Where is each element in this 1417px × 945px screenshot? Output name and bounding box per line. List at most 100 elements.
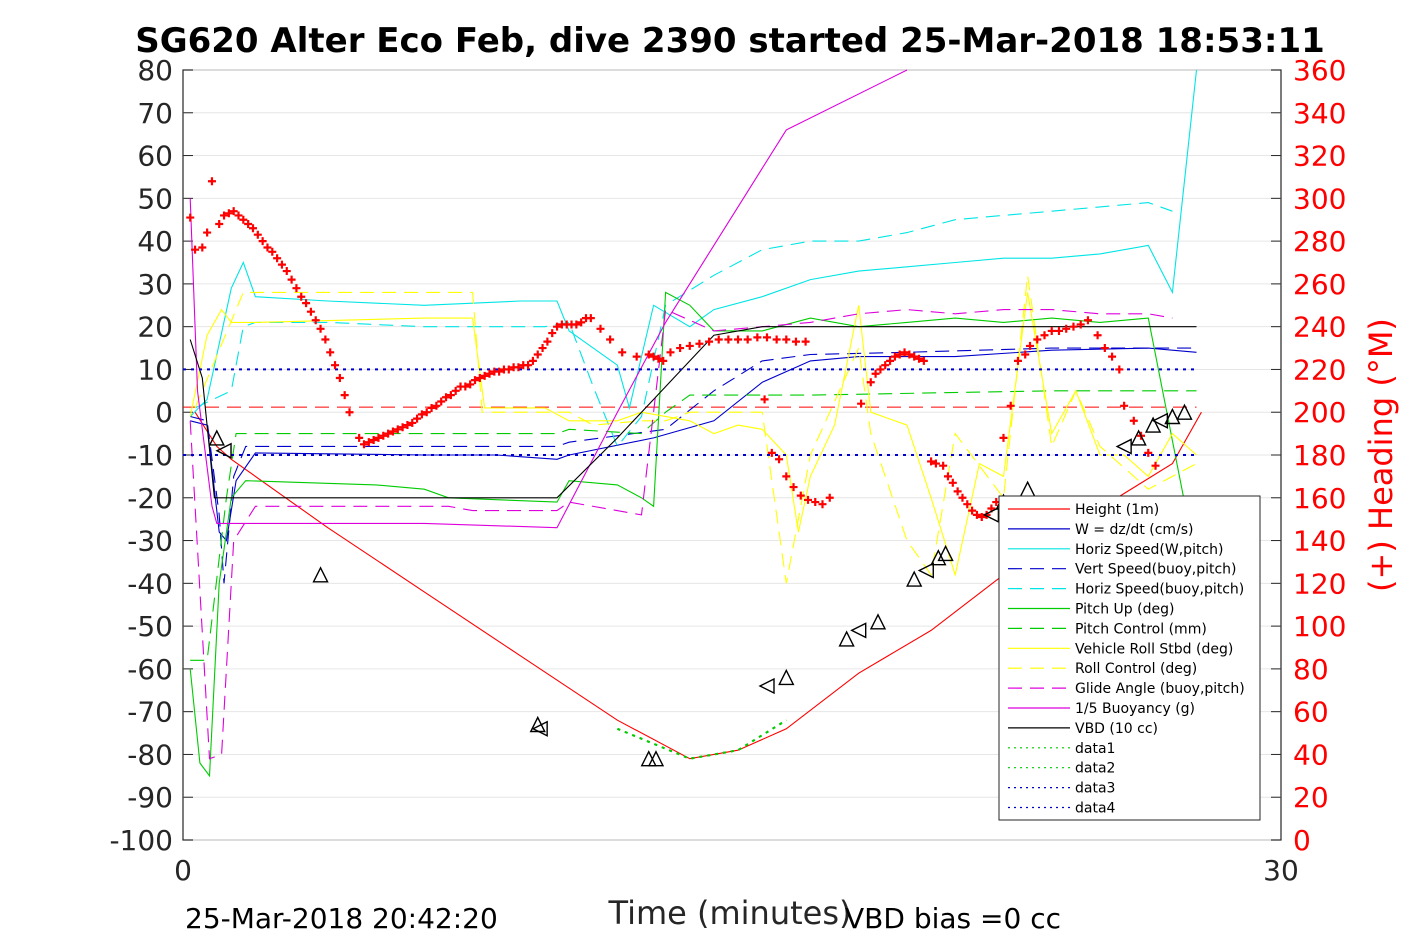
heading-point: [772, 335, 781, 344]
heading-point: [782, 472, 791, 481]
heading-point: [229, 207, 238, 216]
heading-point: [234, 211, 243, 220]
heading-point: [963, 500, 972, 509]
series-line-horiz-speed-buoy-pitch: [194, 202, 1173, 448]
y-tick-label: -40: [127, 567, 173, 600]
heading-point: [388, 427, 397, 436]
dive-marker: [215, 442, 232, 459]
heading-point: [273, 254, 282, 263]
y-right-tick-label: 40: [1293, 738, 1329, 771]
heading-point: [198, 243, 207, 252]
legend-label: data3: [1075, 781, 1115, 797]
heading-point: [685, 341, 694, 350]
y-tick-label: -30: [127, 525, 173, 558]
heading-point: [326, 348, 335, 357]
dive-marker: [1164, 407, 1181, 425]
heading-point: [355, 433, 364, 442]
heading-point: [789, 483, 798, 492]
y-right-tick-label: 280: [1293, 225, 1346, 258]
y-tick-label: -10: [127, 439, 173, 472]
dive-marker: [906, 570, 923, 587]
triangle-markers: [208, 403, 1193, 767]
heading-point: [311, 316, 320, 325]
heading-point: [417, 410, 426, 419]
heading-point: [968, 506, 977, 515]
dive-marker: [312, 566, 329, 583]
heading-point: [364, 438, 373, 447]
heading-point: [331, 361, 340, 370]
heading-point: [953, 487, 962, 496]
heading-point: [857, 399, 866, 408]
heading-point: [825, 493, 834, 502]
heading-point: [618, 348, 627, 357]
y-right-axis-label: (+) Heading (°M): [1362, 318, 1400, 592]
heading-point: [548, 329, 557, 338]
heading-point: [495, 367, 504, 376]
heading-point: [1069, 322, 1078, 331]
heading-point: [972, 510, 981, 519]
heading-point: [767, 448, 776, 457]
heading-point: [1026, 341, 1035, 350]
heading-point: [316, 324, 325, 333]
heading-point: [999, 433, 1008, 442]
heading-point: [977, 513, 986, 522]
heading-point: [253, 230, 262, 239]
heading-point: [1047, 326, 1056, 335]
heading-point: [586, 314, 595, 323]
legend-label: 1/5 Buoyancy (g): [1075, 701, 1195, 717]
heading-point: [762, 333, 771, 342]
heading-point: [1006, 401, 1015, 410]
y-right-tick-label: 340: [1293, 97, 1346, 130]
heading-point: [258, 237, 267, 246]
heading-point: [504, 365, 513, 374]
dive-marker: [917, 562, 934, 579]
heading-point: [533, 350, 542, 359]
heading-point: [775, 455, 784, 464]
heading-point: [446, 391, 455, 400]
x-tick-label-0: 0: [174, 854, 192, 887]
legend-label: Vert Speed(buoy,pitch): [1075, 562, 1237, 578]
heading-point: [1013, 356, 1022, 365]
y-right-tick-label: 140: [1293, 525, 1346, 558]
legend-label: Roll Control (deg): [1075, 661, 1197, 677]
dive-marker: [869, 613, 887, 630]
y-right-tick-label: 360: [1293, 54, 1346, 87]
heading-point: [451, 386, 460, 395]
heading-point: [466, 380, 475, 389]
y-right-tick-labels: 3603403203002802602402202001801601401201…: [1293, 54, 1346, 857]
heading-point: [666, 348, 675, 357]
dive-marker: [982, 506, 1000, 524]
heading-point: [485, 369, 494, 378]
heading-point: [654, 354, 663, 363]
heading-point: [1093, 331, 1102, 340]
heading-point: [804, 495, 813, 504]
y-tick-label: 60: [137, 140, 173, 173]
heading-point: [1115, 365, 1124, 374]
heading-point: [943, 472, 952, 481]
chart-title: SG620 Alter Eco Feb, dive 2390 started 2…: [135, 21, 1325, 61]
heading-point: [543, 337, 552, 346]
heading-point: [1033, 335, 1042, 344]
y-tick-label: 10: [137, 353, 173, 386]
heading-point: [408, 418, 417, 427]
heading-point: [632, 352, 641, 361]
heading-point: [538, 344, 547, 353]
heading-point: [659, 356, 668, 365]
heading-point: [939, 461, 948, 470]
y-tick-label: -50: [127, 610, 173, 643]
heading-point: [927, 457, 936, 466]
heading-point: [393, 425, 402, 434]
series-line-vert-speed-buoy-pitch: [190, 347, 1197, 584]
y-tick-labels: 80 70 60 50 40 30 20 10 0 -10 -20 -30 -40 -50 -60 -70 -8…: [109, 54, 173, 857]
heading-point: [514, 363, 523, 372]
heading-point: [345, 408, 354, 417]
heading-point: [866, 378, 875, 387]
heading-point: [215, 220, 224, 228]
heading-point: [263, 243, 272, 252]
legend-label: Vehicle Roll Stbd (deg): [1075, 641, 1233, 657]
heading-point: [186, 213, 195, 222]
heading-point: [1062, 324, 1071, 333]
heading-point: [695, 339, 704, 348]
heading-point: [203, 228, 212, 237]
legend: Height (1m) W = dz/dt (cm/s) Horiz Speed(W…: [998, 495, 1261, 821]
